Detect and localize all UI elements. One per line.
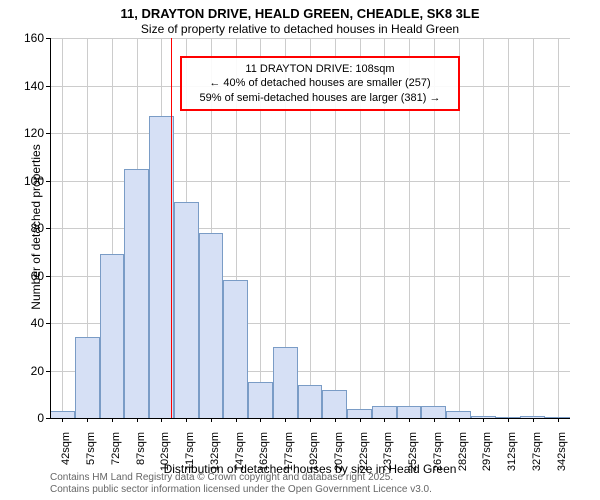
histogram-bar bbox=[273, 347, 298, 418]
grid-line-v bbox=[533, 38, 534, 418]
y-tick-label: 0 bbox=[4, 411, 44, 425]
annotation-line: 11 DRAYTON DRIVE: 108sqm bbox=[190, 62, 450, 76]
x-tick-mark bbox=[360, 418, 361, 422]
histogram-bar bbox=[322, 390, 347, 419]
x-tick-label: 207sqm bbox=[333, 432, 345, 471]
x-tick-label: 72sqm bbox=[110, 432, 122, 465]
histogram-bar bbox=[298, 385, 323, 418]
x-tick-label: 57sqm bbox=[85, 432, 97, 465]
grid-line-v bbox=[558, 38, 559, 418]
y-tick-mark bbox=[46, 38, 50, 39]
x-tick-mark bbox=[335, 418, 336, 422]
x-tick-label: 192sqm bbox=[308, 432, 320, 471]
y-tick-mark bbox=[46, 371, 50, 372]
x-tick-mark bbox=[211, 418, 212, 422]
footer-line2: Contains public sector information licen… bbox=[50, 484, 432, 496]
x-tick-label: 237sqm bbox=[382, 432, 394, 471]
x-tick-mark bbox=[87, 418, 88, 422]
x-tick-label: 42sqm bbox=[60, 432, 72, 465]
histogram-bar bbox=[50, 411, 75, 418]
histogram-bar bbox=[446, 411, 471, 418]
x-tick-mark bbox=[409, 418, 410, 422]
x-tick-mark bbox=[112, 418, 113, 422]
histogram-bar bbox=[223, 280, 248, 418]
y-tick-label: 160 bbox=[4, 31, 44, 45]
y-tick-label: 20 bbox=[4, 364, 44, 378]
x-tick-label: 222sqm bbox=[358, 432, 370, 471]
x-tick-label: 132sqm bbox=[209, 432, 221, 471]
x-tick-mark bbox=[186, 418, 187, 422]
chart-title: 11, DRAYTON DRIVE, HEALD GREEN, CHEADLE,… bbox=[0, 6, 600, 21]
x-tick-label: 87sqm bbox=[135, 432, 147, 465]
histogram-bar bbox=[372, 406, 397, 418]
x-tick-label: 177sqm bbox=[283, 432, 295, 471]
y-tick-label: 100 bbox=[4, 174, 44, 188]
grid-line-v bbox=[508, 38, 509, 418]
x-tick-label: 267sqm bbox=[432, 432, 444, 471]
histogram-bar bbox=[124, 169, 149, 418]
y-tick-mark bbox=[46, 276, 50, 277]
x-tick-label: 252sqm bbox=[407, 432, 419, 471]
y-tick-mark bbox=[46, 323, 50, 324]
y-tick-mark bbox=[46, 228, 50, 229]
grid-line-v bbox=[483, 38, 484, 418]
x-tick-label: 297sqm bbox=[481, 432, 493, 471]
x-tick-mark bbox=[62, 418, 63, 422]
y-tick-label: 140 bbox=[4, 79, 44, 93]
histogram-bar bbox=[149, 116, 174, 418]
y-tick-label: 80 bbox=[4, 221, 44, 235]
x-tick-label: 102sqm bbox=[159, 432, 171, 471]
x-tick-mark bbox=[384, 418, 385, 422]
y-tick-mark bbox=[46, 133, 50, 134]
histogram-bar bbox=[421, 406, 446, 418]
x-tick-mark bbox=[236, 418, 237, 422]
histogram-bar bbox=[100, 254, 125, 418]
histogram-bar bbox=[174, 202, 199, 418]
x-tick-label: 327sqm bbox=[531, 432, 543, 471]
x-tick-mark bbox=[558, 418, 559, 422]
x-tick-mark bbox=[459, 418, 460, 422]
grid-line-v bbox=[62, 38, 63, 418]
x-tick-label: 117sqm bbox=[184, 432, 196, 470]
histogram-bar bbox=[199, 233, 224, 418]
y-tick-mark bbox=[46, 86, 50, 87]
x-tick-mark bbox=[285, 418, 286, 422]
x-tick-mark bbox=[483, 418, 484, 422]
annotation-line: ← 40% of detached houses are smaller (25… bbox=[190, 76, 450, 90]
plot-area: 11 DRAYTON DRIVE: 108sqm← 40% of detache… bbox=[50, 38, 570, 418]
y-tick-label: 40 bbox=[4, 316, 44, 330]
y-tick-mark bbox=[46, 418, 50, 419]
chart-subtitle: Size of property relative to detached ho… bbox=[0, 22, 600, 36]
chart-container: 11, DRAYTON DRIVE, HEALD GREEN, CHEADLE,… bbox=[0, 0, 600, 500]
footer-line1: Contains HM Land Registry data © Crown c… bbox=[50, 472, 432, 484]
x-tick-mark bbox=[310, 418, 311, 422]
x-tick-mark bbox=[161, 418, 162, 422]
y-axis-line bbox=[50, 38, 51, 418]
histogram-bar bbox=[347, 409, 372, 419]
marker-line bbox=[171, 38, 172, 418]
y-tick-label: 120 bbox=[4, 126, 44, 140]
x-tick-mark bbox=[434, 418, 435, 422]
x-tick-mark bbox=[533, 418, 534, 422]
y-tick-mark bbox=[46, 181, 50, 182]
x-tick-mark bbox=[260, 418, 261, 422]
y-tick-label: 60 bbox=[4, 269, 44, 283]
annotation-line: 59% of semi-detached houses are larger (… bbox=[190, 91, 450, 105]
histogram-bar bbox=[75, 337, 100, 418]
x-tick-mark bbox=[508, 418, 509, 422]
histogram-bar bbox=[397, 406, 422, 418]
x-tick-label: 282sqm bbox=[457, 432, 469, 471]
x-tick-mark bbox=[137, 418, 138, 422]
x-tick-label: 342sqm bbox=[556, 432, 568, 471]
x-tick-label: 147sqm bbox=[234, 432, 246, 471]
x-tick-label: 312sqm bbox=[506, 432, 518, 471]
annotation-box: 11 DRAYTON DRIVE: 108sqm← 40% of detache… bbox=[180, 56, 460, 111]
histogram-bar bbox=[248, 382, 273, 418]
x-tick-label: 162sqm bbox=[258, 432, 270, 471]
footer-attribution: Contains HM Land Registry data © Crown c… bbox=[50, 472, 432, 496]
